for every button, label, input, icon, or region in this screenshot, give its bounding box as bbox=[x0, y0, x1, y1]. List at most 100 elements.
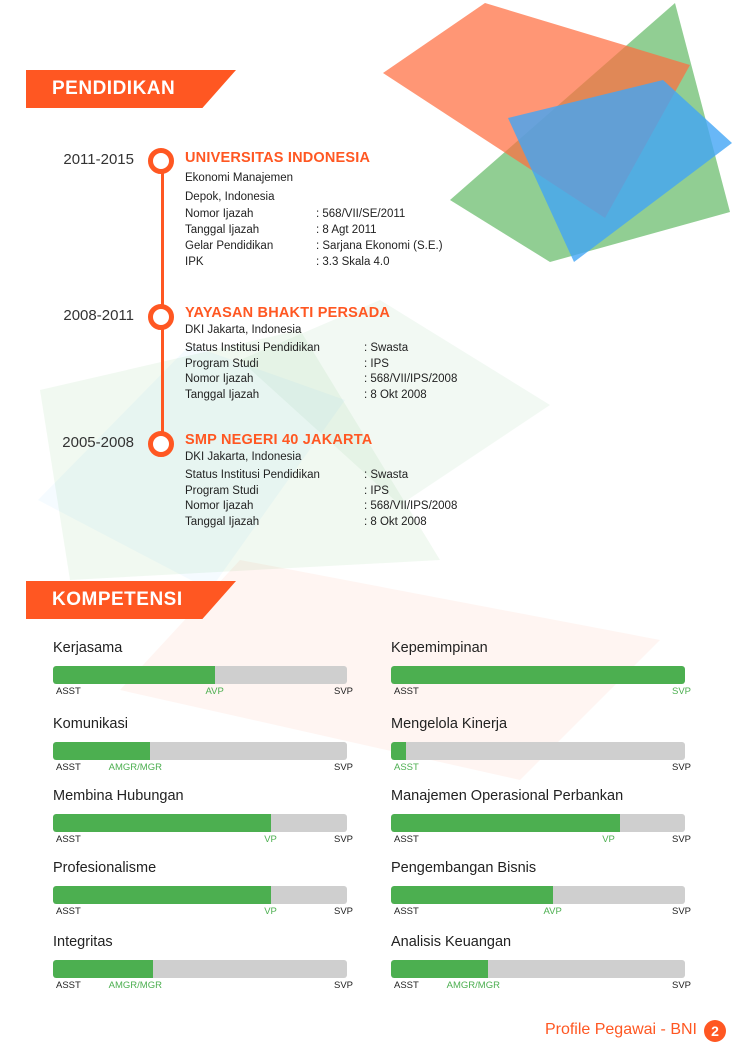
competency-name: Komunikasi bbox=[53, 716, 128, 732]
scale-min-label: ASST bbox=[394, 906, 419, 917]
education-years: 2008-2011 bbox=[63, 307, 134, 324]
scale-max-label: SVP bbox=[671, 906, 691, 917]
competency-scale: ASST VP SVP bbox=[391, 834, 691, 848]
competency-name: Profesionalisme bbox=[53, 860, 157, 876]
scale-min-label: ASST bbox=[56, 980, 81, 991]
scale-max-label: SVP bbox=[333, 980, 353, 991]
competency-level-label: VP bbox=[264, 906, 277, 917]
competency-level-label: AMGR/MGR bbox=[108, 762, 162, 773]
education-institution: YAYASAN BHAKTI PERSADA bbox=[185, 305, 391, 321]
competency-name: Membina Hubungan bbox=[53, 788, 184, 804]
competency-bar bbox=[53, 742, 347, 760]
scale-max-label: SVP bbox=[333, 762, 353, 773]
detail-label: IPK bbox=[185, 256, 204, 268]
competency-bar-fill bbox=[391, 960, 489, 978]
detail-value: : 8 Okt 2008 bbox=[364, 516, 427, 528]
detail-label: Gelar Pendidikan bbox=[185, 240, 274, 252]
competency-name: Kepemimpinan bbox=[391, 640, 488, 656]
competency-item: Mengelola Kinerja ASST SVP bbox=[391, 716, 691, 776]
competency-bar-fill bbox=[391, 886, 553, 904]
detail-label: Nomor Ijazah bbox=[185, 373, 254, 385]
education-years: 2011-2015 bbox=[63, 151, 134, 168]
scale-min-label: ASST bbox=[56, 762, 81, 773]
competency-scale: ASST VP SVP bbox=[53, 906, 353, 920]
detail-label: Tanggal Ijazah bbox=[185, 516, 260, 528]
competency-scale: ASST AMGR/MGR SVP bbox=[53, 980, 353, 994]
competency-scale: ASST AVP SVP bbox=[391, 906, 691, 920]
scale-min-label: ASST bbox=[394, 834, 419, 845]
scale-max-label: SVP bbox=[333, 686, 353, 697]
competency-item: Pengembangan Bisnis ASST AVP SVP bbox=[391, 860, 691, 920]
competency-item: Komunikasi ASST AMGR/MGR SVP bbox=[53, 716, 353, 776]
competency-level-label: AMGR/MGR bbox=[446, 980, 500, 991]
education-info-line: DKI Jakarta, Indonesia bbox=[185, 451, 302, 463]
competency-level-label: ASST bbox=[394, 762, 419, 773]
competency-name: Kerjasama bbox=[53, 640, 123, 656]
competency-level-label: SVP bbox=[671, 686, 691, 697]
detail-value: : 568/VII/IPS/2008 bbox=[364, 373, 458, 385]
detail-label: Tanggal Ijazah bbox=[185, 224, 260, 236]
scale-max-label: SVP bbox=[671, 834, 691, 845]
competency-bar bbox=[391, 886, 685, 904]
education-info-line: Depok, Indonesia bbox=[185, 191, 275, 203]
detail-value: : IPS bbox=[364, 485, 389, 497]
competency-scale: ASST AMGR/MGR SVP bbox=[391, 980, 691, 994]
detail-value: : 3.3 Skala 4.0 bbox=[316, 256, 390, 268]
competency-scale: ASST VP SVP bbox=[53, 834, 353, 848]
scale-min-label: ASST bbox=[394, 686, 419, 697]
detail-label: Program Studi bbox=[185, 485, 259, 497]
competency-level-label: AVP bbox=[543, 906, 562, 917]
competency-item: Analisis Keuangan ASST AMGR/MGR SVP bbox=[391, 934, 691, 994]
competency-level-label: VP bbox=[602, 834, 615, 845]
education-institution: UNIVERSITAS INDONESIA bbox=[185, 150, 371, 166]
scale-min-label: ASST bbox=[56, 834, 81, 845]
page-number-badge: 2 bbox=[704, 1020, 726, 1042]
detail-value: : Swasta bbox=[364, 342, 409, 354]
competency-bar bbox=[53, 666, 347, 684]
competency-scale: ASST AVP SVP bbox=[53, 686, 353, 700]
competency-bar bbox=[391, 960, 685, 978]
scale-max-label: SVP bbox=[333, 906, 353, 917]
detail-label: Status Institusi Pendidikan bbox=[185, 469, 320, 481]
detail-value: : Swasta bbox=[364, 469, 409, 481]
education-info-line: DKI Jakarta, Indonesia bbox=[185, 324, 302, 336]
scale-min-label: ASST bbox=[56, 686, 81, 697]
detail-value: : 8 Agt 2011 bbox=[316, 224, 377, 236]
education-years: 2005-2008 bbox=[62, 434, 134, 451]
competency-item: Kerjasama ASST AVP SVP bbox=[53, 640, 353, 700]
scale-max-label: SVP bbox=[333, 834, 353, 845]
competency-bar bbox=[53, 814, 347, 832]
scale-max-label: SVP bbox=[671, 980, 691, 991]
timeline-dot bbox=[148, 304, 174, 330]
competency-bar bbox=[391, 666, 685, 684]
scale-max-label: SVP bbox=[671, 762, 691, 773]
education-section-header: PENDIDIKAN bbox=[26, 70, 236, 108]
detail-value: : 568/VII/SE/2011 bbox=[316, 208, 406, 220]
timeline-dot bbox=[148, 431, 174, 457]
competency-name: Mengelola Kinerja bbox=[391, 716, 508, 732]
competency-scale: ASST SVP bbox=[391, 762, 691, 776]
competency-item: Manajemen Operasional Perbankan ASST VP SVP bbox=[391, 788, 691, 848]
competency-bar bbox=[391, 814, 685, 832]
competency-scale: ASST AMGR/MGR SVP bbox=[53, 762, 353, 776]
competency-scale: ASST SVP bbox=[391, 686, 691, 700]
competency-bar-fill bbox=[53, 960, 153, 978]
competency-bar-fill bbox=[53, 742, 151, 760]
footer-text: Profile Pegawai - BNI bbox=[544, 1021, 697, 1038]
competency-bar-fill bbox=[53, 814, 271, 832]
competency-bar bbox=[391, 742, 685, 760]
detail-value: : IPS bbox=[364, 358, 389, 370]
competency-name: Analisis Keuangan bbox=[391, 934, 512, 950]
competency-item: Integritas ASST AMGR/MGR SVP bbox=[53, 934, 353, 994]
competency-name: Manajemen Operasional Perbankan bbox=[391, 788, 624, 804]
competency-bar-fill bbox=[53, 886, 271, 904]
competency-item: Profesionalisme ASST VP SVP bbox=[53, 860, 353, 920]
detail-label: Status Institusi Pendidikan bbox=[185, 342, 320, 354]
competency-bar bbox=[53, 886, 347, 904]
education-institution: SMP NEGERI 40 JAKARTA bbox=[185, 432, 373, 448]
scale-min-label: ASST bbox=[394, 980, 419, 991]
competency-level-label: AVP bbox=[205, 686, 224, 697]
detail-value: : 8 Okt 2008 bbox=[364, 389, 427, 401]
detail-label: Tanggal Ijazah bbox=[185, 389, 260, 401]
competency-bar bbox=[53, 960, 347, 978]
